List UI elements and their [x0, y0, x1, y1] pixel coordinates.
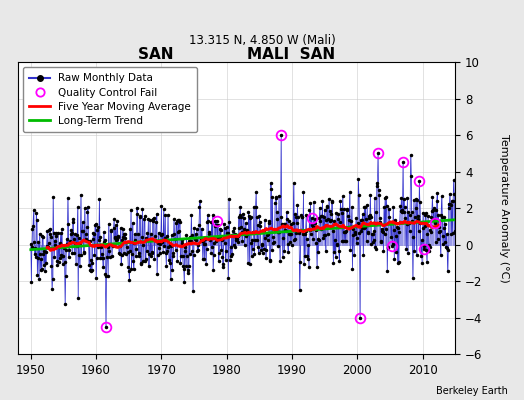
Legend: Raw Monthly Data, Quality Control Fail, Five Year Moving Average, Long-Term Tren: Raw Monthly Data, Quality Control Fail, … — [23, 67, 198, 132]
Y-axis label: Temperature Anomaly (°C): Temperature Anomaly (°C) — [499, 134, 509, 282]
Text: Berkeley Earth: Berkeley Earth — [436, 386, 508, 396]
Text: 13.315 N, 4.850 W (Mali): 13.315 N, 4.850 W (Mali) — [189, 34, 335, 47]
Title: SAN              MALI  SAN: SAN MALI SAN — [138, 47, 335, 62]
